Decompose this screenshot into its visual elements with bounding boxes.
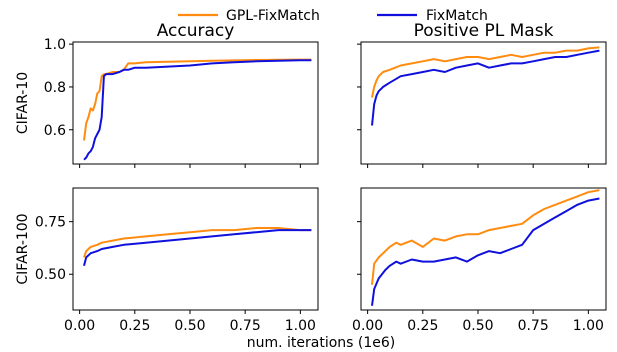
y-tick-label-0-0: 0.6 (44, 123, 66, 139)
panel-3: 0.00 0.25 0.50 0.75 1.00 (352, 187, 607, 334)
y-axis-label-2: CIFAR-100 (15, 213, 31, 284)
panel-0: 0.6 0.8 1.0 Accuracy CIFAR-10 (15, 21, 319, 168)
axes-frame-1 (360, 41, 607, 165)
x-tick-label-3-4: 1.00 (573, 318, 604, 334)
y-tick-label-0-1: 0.8 (44, 80, 66, 96)
x-tick-label-3-0: 0.00 (352, 318, 383, 334)
series-line-1-1 (371, 49, 600, 126)
legend-label-fixmatch: FixMatch (426, 8, 488, 24)
x-tick-label-2-2: 0.50 (174, 318, 205, 334)
series-line-1-0 (371, 46, 600, 98)
x-axis-label: num. iterations (1e6) (247, 335, 396, 351)
y-tick-label-2-0: 0.50 (35, 267, 66, 283)
x-tick-label-2-0: 0.00 (64, 318, 95, 334)
axes-frame-3 (360, 187, 607, 311)
y-axis-label-0: CIFAR-10 (15, 72, 31, 134)
panel-1: Positive PL Mask (357, 21, 607, 168)
panel-title-1: Positive PL Mask (414, 21, 554, 41)
panel-2: 0.50 0.75 0.00 0.25 0.50 0.75 1.00 CIFAR-100 (15, 187, 319, 334)
series-line-2-1 (83, 229, 312, 267)
axes-frame-2 (72, 187, 319, 311)
series-line-0-1 (83, 59, 312, 161)
x-tick-label-2-3: 0.75 (230, 318, 261, 334)
axes-frame-0 (72, 41, 319, 165)
panel-title-0: Accuracy (157, 21, 235, 41)
y-tick-label-0-2: 1.0 (44, 37, 66, 53)
x-tick-label-2-4: 1.00 (285, 318, 316, 334)
series-line-3-0 (371, 189, 600, 285)
legend: GPL-FixMatch FixMatch (178, 8, 488, 24)
x-tick-label-3-3: 0.75 (518, 318, 549, 334)
x-tick-label-3-2: 0.50 (462, 318, 493, 334)
series-line-2-0 (83, 227, 312, 258)
legend-label-gpl-fixmatch: GPL-FixMatch (226, 8, 320, 24)
x-tick-label-2-1: 0.25 (119, 318, 150, 334)
series-line-3-1 (371, 197, 600, 306)
y-tick-label-2-1: 0.75 (35, 215, 66, 231)
x-tick-label-3-1: 0.25 (407, 318, 438, 334)
